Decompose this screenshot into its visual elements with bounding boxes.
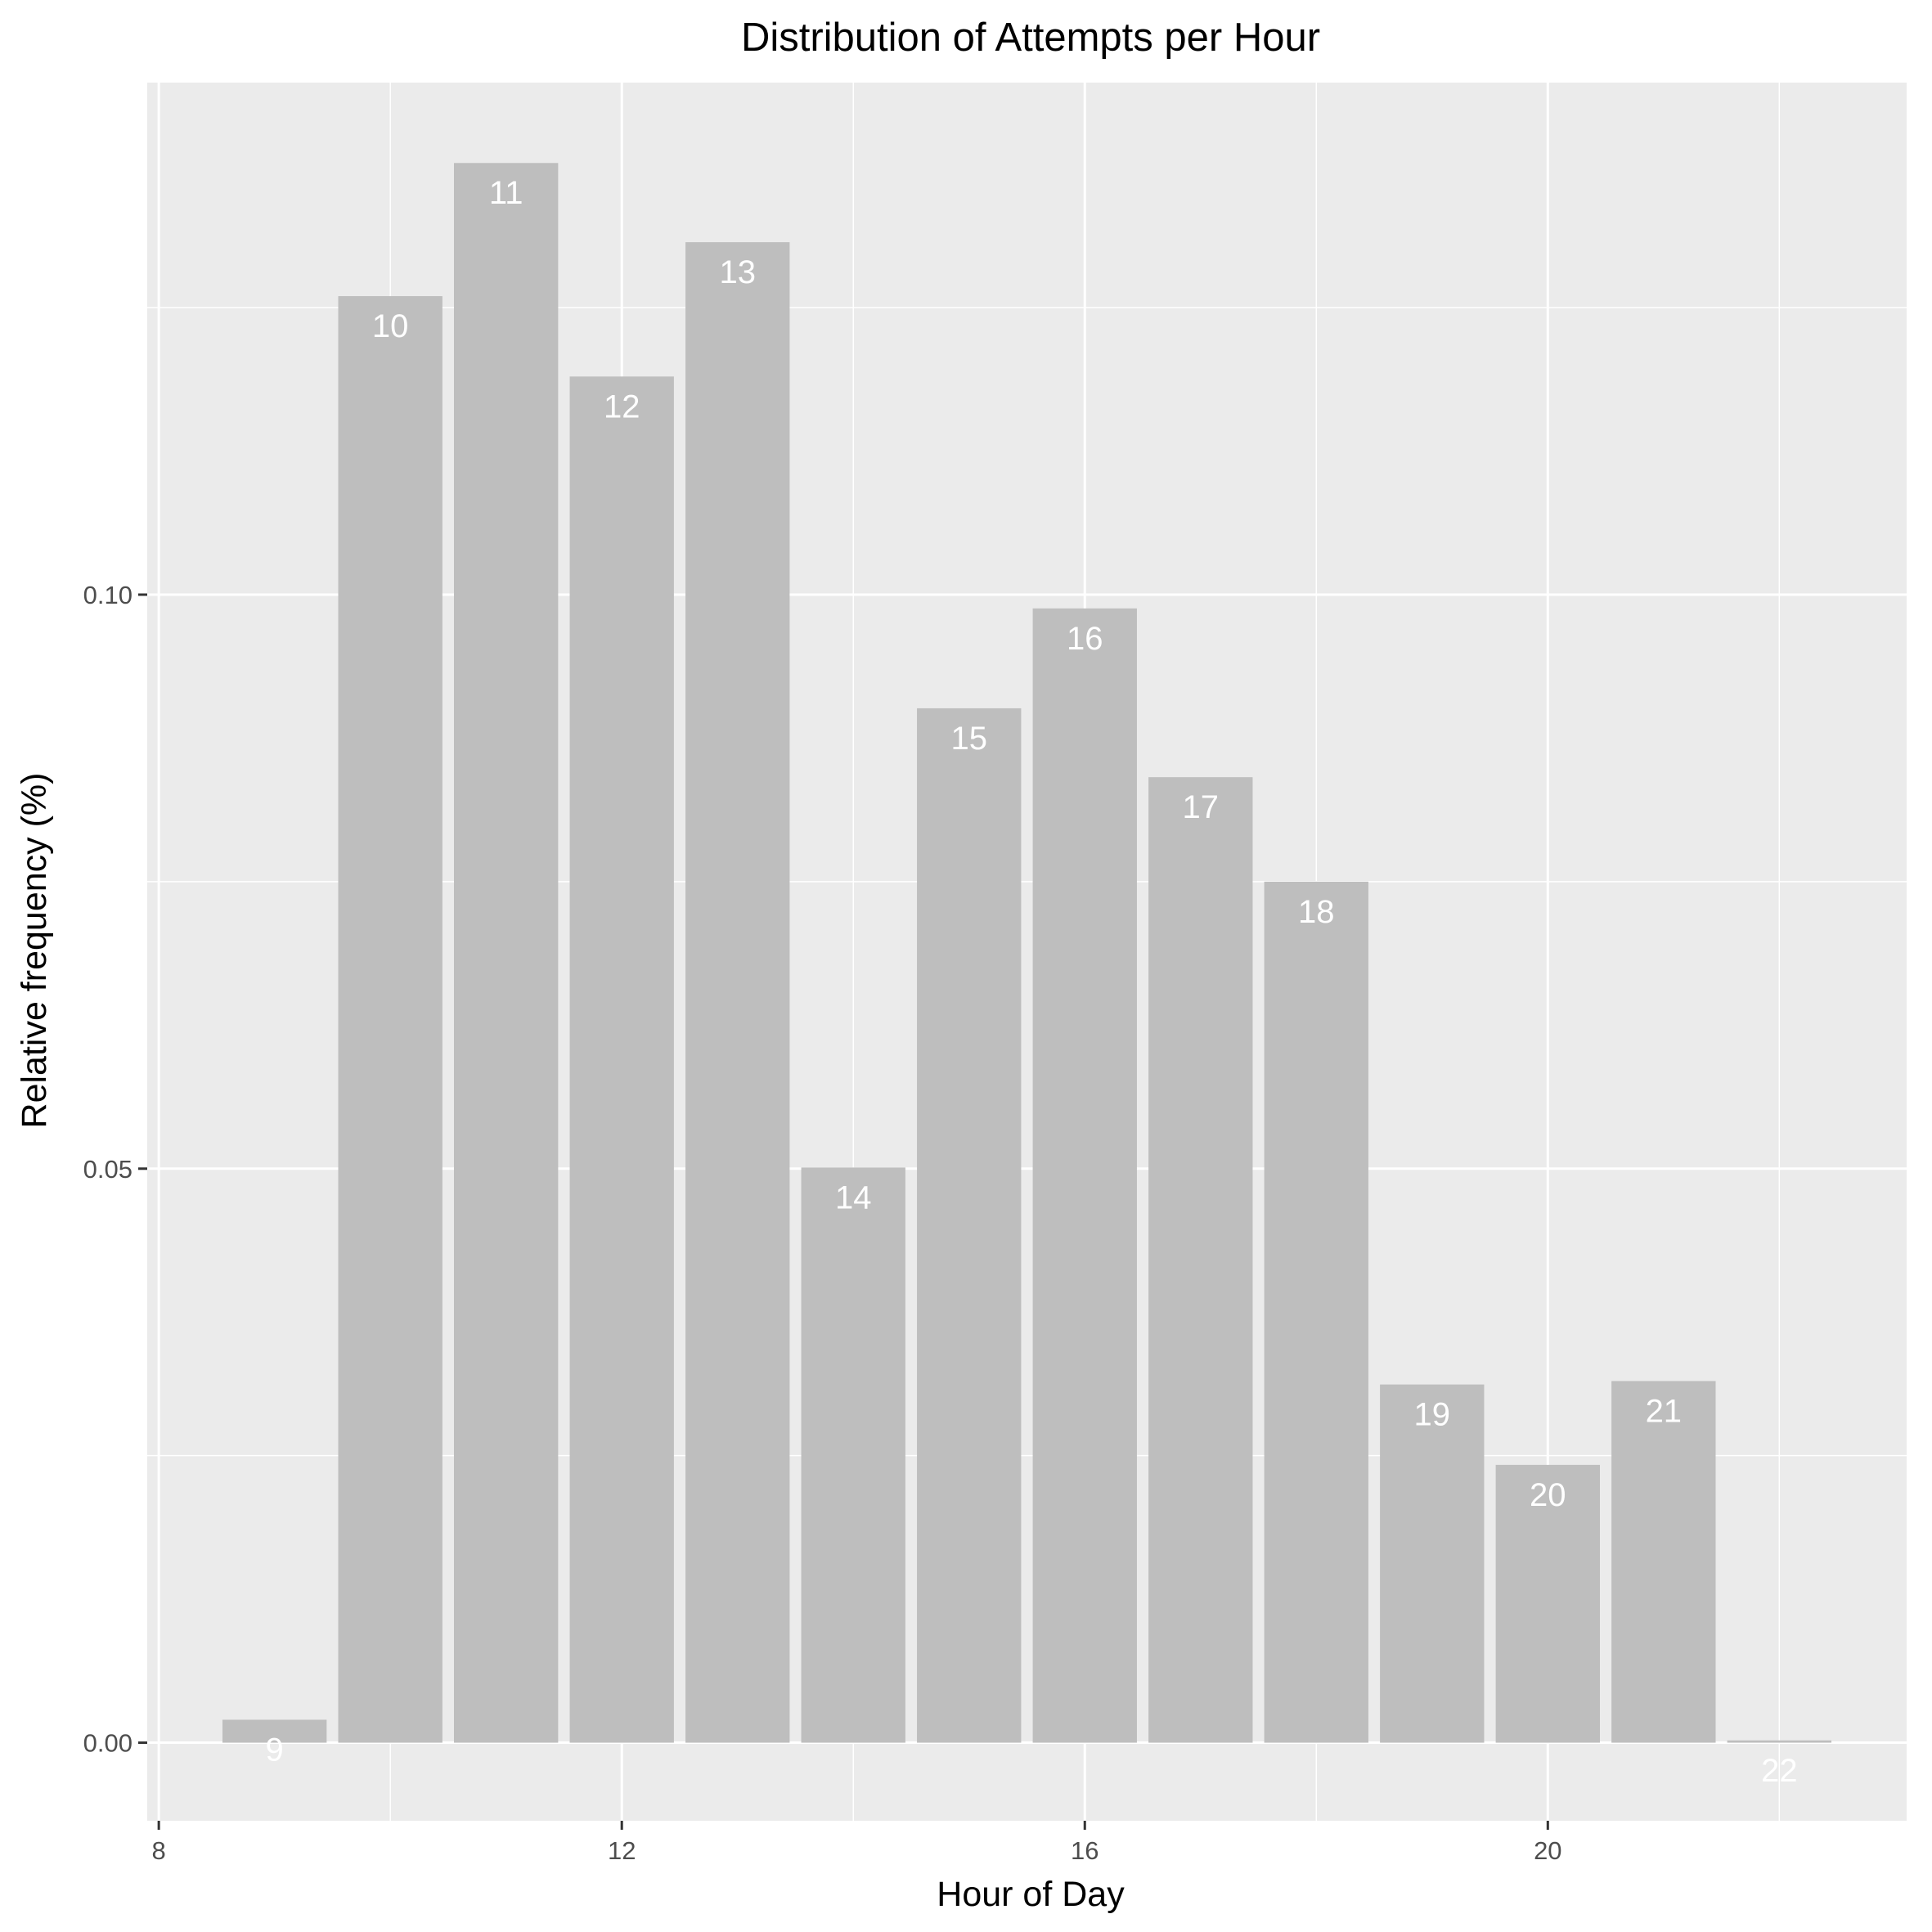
bar (801, 1167, 905, 1743)
bar (917, 708, 1022, 1743)
bar-data-label: 22 (1761, 1753, 1798, 1789)
bar-data-label: 11 (489, 175, 523, 211)
bar-data-label: 18 (1298, 894, 1335, 930)
bar-data-label: 15 (950, 721, 987, 757)
x-tick-label: 8 (152, 1836, 166, 1865)
y-tick-label: 0.10 (83, 581, 133, 609)
bar-data-label: 13 (719, 254, 756, 290)
bar (569, 376, 674, 1743)
bar-data-label: 10 (372, 308, 409, 344)
data-labels: 9 10 11 12 13 14 15 16 17 18 19 20 21 22 (266, 175, 1798, 1789)
bar-data-label: 16 (1067, 621, 1103, 657)
chart-title: Distribution of Attempts per Hour (741, 16, 1320, 60)
x-tick-label: 12 (608, 1836, 636, 1865)
x-axis: 8 12 16 20 (152, 1821, 1562, 1865)
bar (222, 1719, 327, 1743)
bars (222, 163, 1832, 1743)
bar (685, 242, 790, 1743)
x-axis-title: Hour of Day (937, 1875, 1125, 1914)
bar-data-label: 17 (1183, 789, 1220, 825)
x-tick-label: 20 (1534, 1836, 1561, 1865)
y-tick-label: 0.00 (83, 1729, 133, 1758)
bar-data-label: 20 (1530, 1477, 1566, 1513)
bar (1495, 1464, 1600, 1743)
x-tick-label: 16 (1071, 1836, 1099, 1865)
y-axis: 0.00 0.05 0.10 (83, 581, 147, 1758)
bar (338, 296, 443, 1743)
y-axis-title: Relative frequency (%) (15, 773, 54, 1129)
bar (1380, 1384, 1485, 1743)
bar (1611, 1381, 1716, 1743)
bar (1032, 608, 1137, 1743)
bar (1264, 881, 1368, 1743)
bar (1727, 1740, 1832, 1743)
bar-data-label: 12 (604, 389, 640, 425)
bar (1148, 777, 1253, 1743)
bar-data-label: 14 (835, 1179, 872, 1215)
bar-data-label: 19 (1414, 1397, 1451, 1433)
bar-data-label: 9 (266, 1732, 284, 1768)
bar-data-label: 21 (1646, 1393, 1683, 1429)
bar (454, 163, 559, 1743)
y-tick-label: 0.05 (83, 1155, 133, 1184)
